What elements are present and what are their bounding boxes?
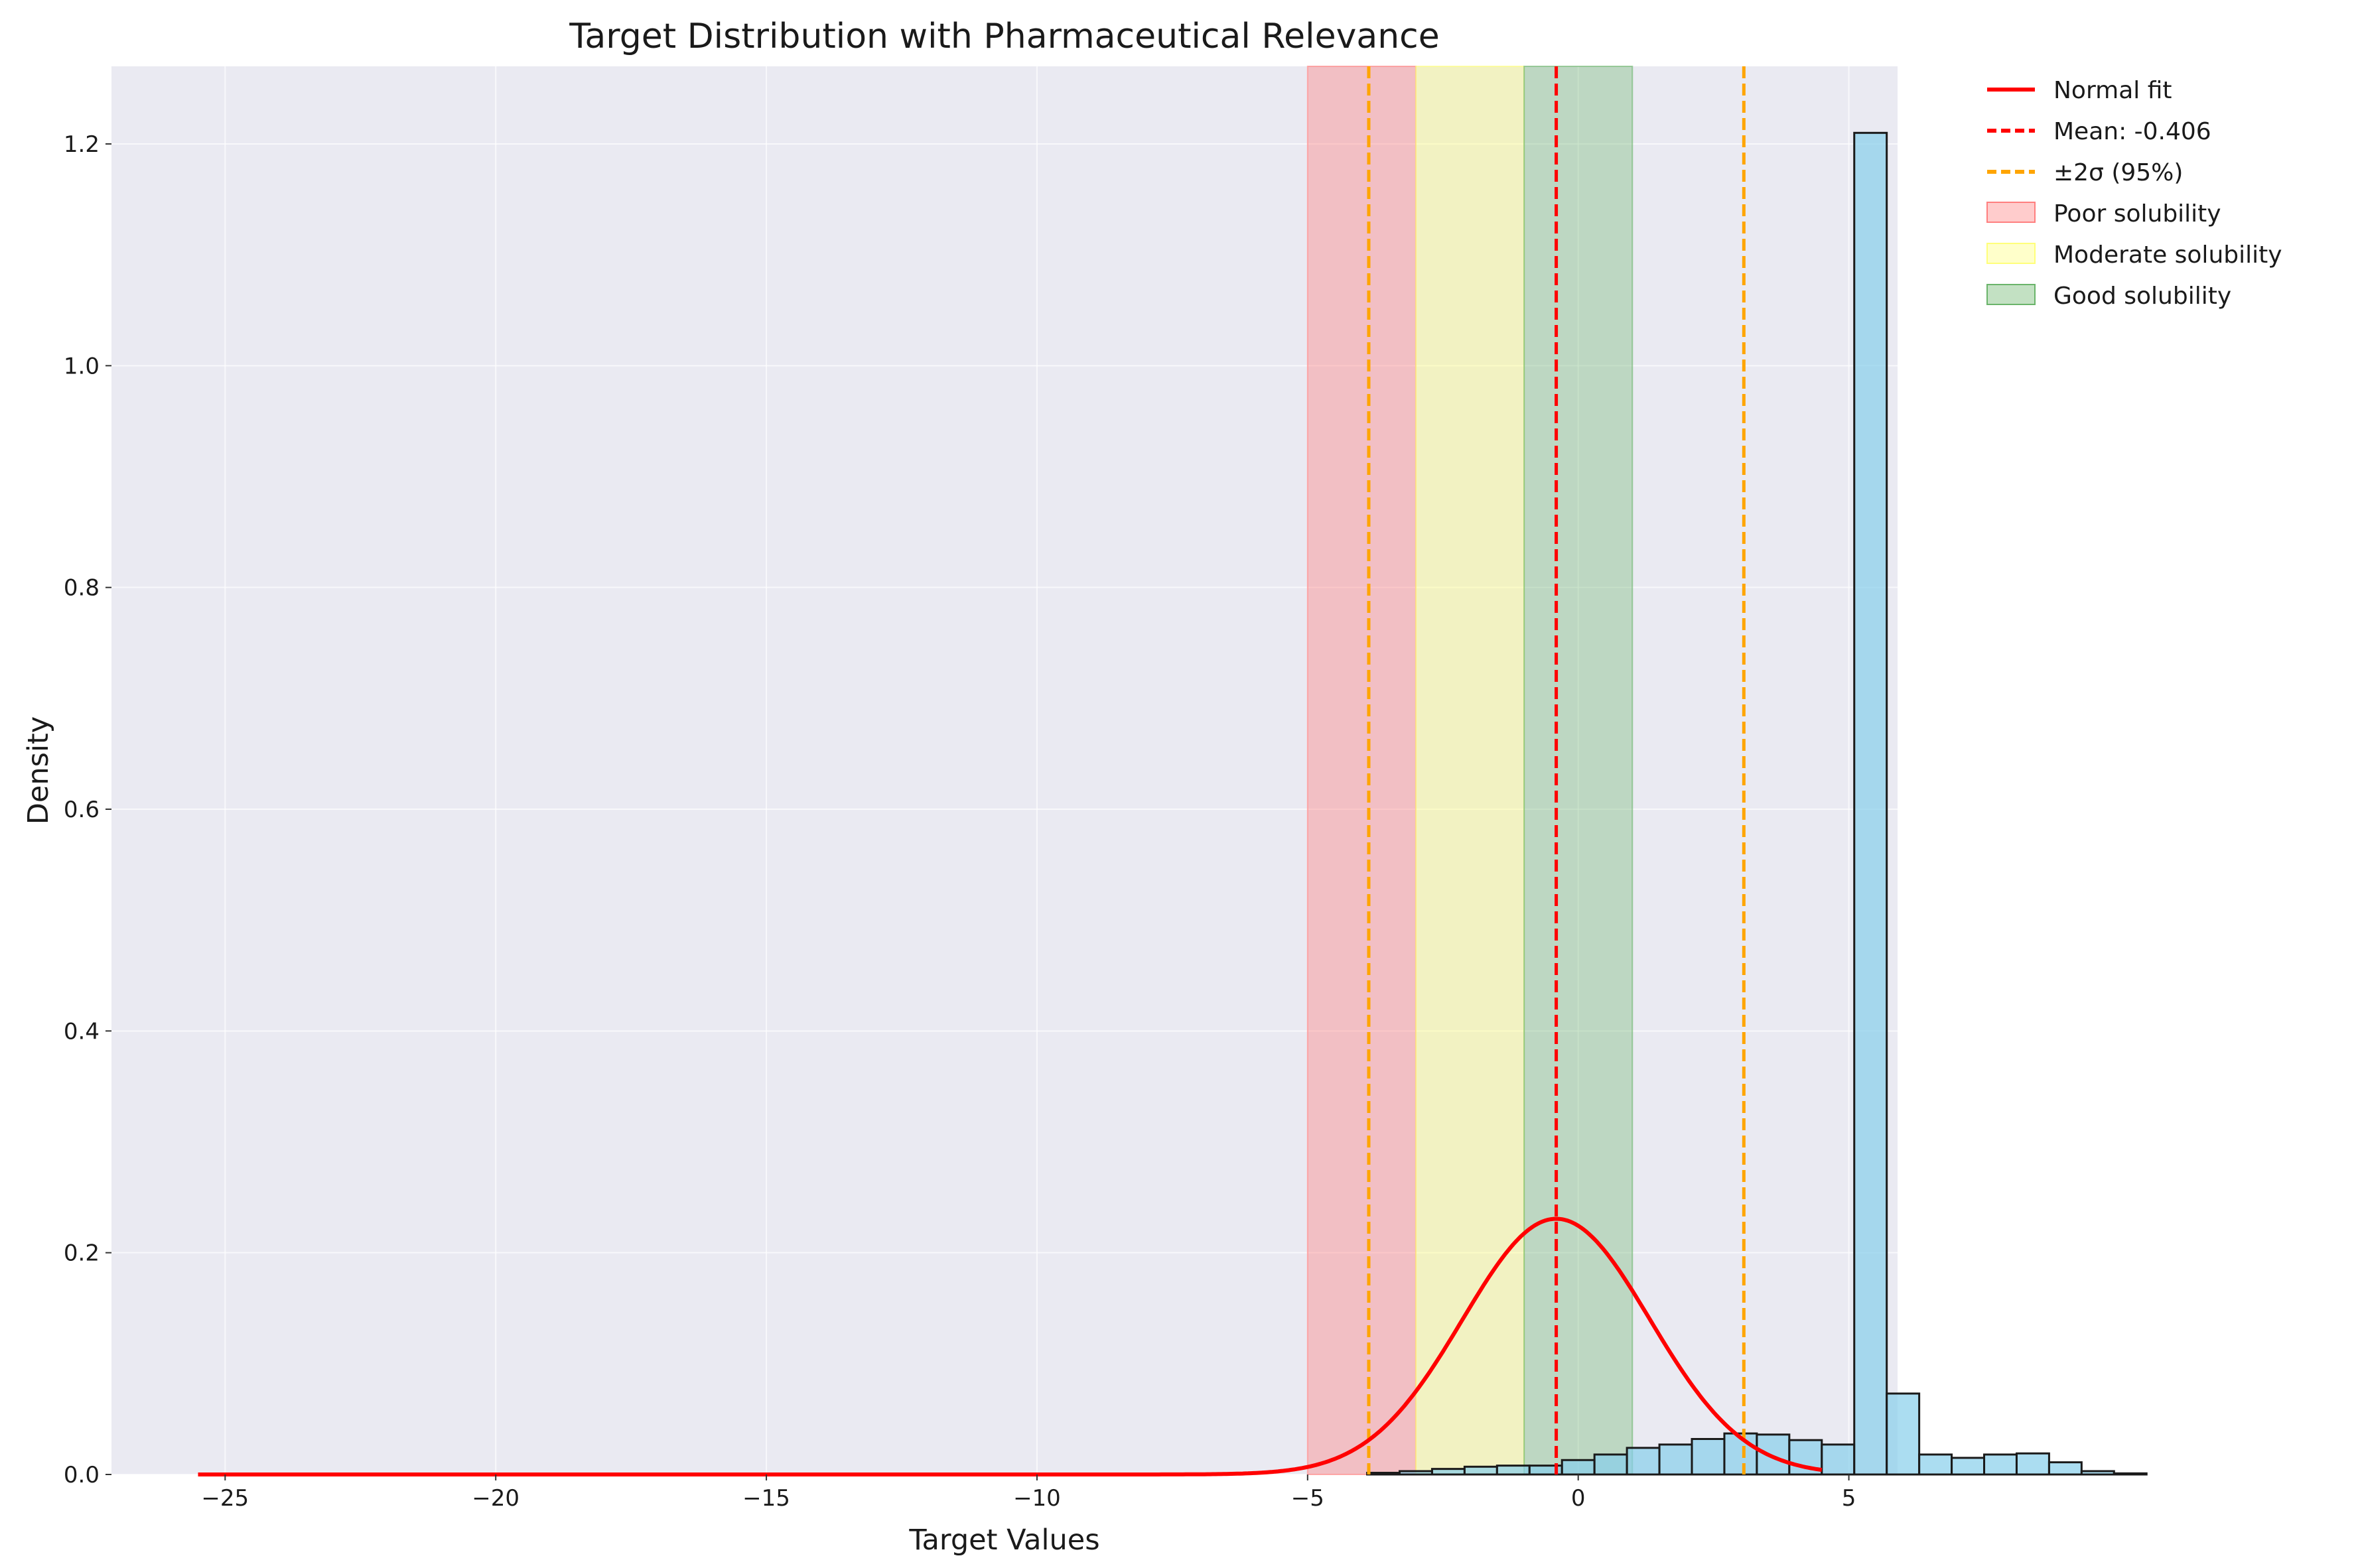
y-tick-label: 0.4 — [64, 1018, 100, 1045]
poor-solubility-band — [1306, 66, 1417, 1475]
histogram-bar — [2015, 1452, 2050, 1476]
axis-ticks: −25 −20 −15 −10 −5 0 5 0.0 0.2 0.4 0.6 0.8 1.0 1.2 — [64, 131, 1856, 1512]
plot-area — [111, 66, 1898, 1474]
histogram-bar — [1821, 1443, 1856, 1476]
y-tick-label: 0.6 — [64, 797, 100, 823]
histogram-bar — [1723, 1432, 1758, 1476]
histogram-bar — [1593, 1453, 1628, 1476]
good-solubility-band — [1523, 66, 1633, 1475]
x-tick-label: 0 — [1571, 1485, 1586, 1512]
solubility-bands — [1306, 66, 1633, 1475]
histogram-bar — [1756, 1433, 1791, 1476]
histogram-bar — [2113, 1472, 2148, 1476]
histogram-bar — [1495, 1465, 1531, 1476]
legend-label-2-95: ±2σ (95%) — [2053, 159, 2183, 186]
histogram-bar — [1430, 1468, 1466, 1476]
histogram-bar — [1886, 1392, 1921, 1476]
legend-swatch-good-solubility — [1986, 284, 2036, 305]
legend-label-mean-0-406: Mean: -0.406 — [2053, 118, 2211, 145]
y-tick-label: 1.0 — [64, 353, 100, 379]
moderate-solubility-band — [1415, 66, 1525, 1475]
legend-label-good-solubility: Good solubility — [2053, 283, 2231, 310]
x-tick-label: −25 — [201, 1485, 249, 1512]
x-tick-label: −20 — [472, 1485, 520, 1512]
chart-title: Target Distribution with Pharmaceutical … — [569, 17, 1440, 56]
y-tick-label: 1.2 — [64, 131, 100, 158]
legend-label-normal-fit: Normal fit — [2053, 77, 2172, 104]
normal-fit-curve — [198, 1216, 1823, 1476]
y-tick-label: 0.8 — [64, 575, 100, 602]
histogram-bar — [1399, 1470, 1433, 1476]
legend-label-poor-solubility: Poor solubility — [2053, 200, 2221, 228]
x-tick-label: −10 — [1013, 1485, 1061, 1512]
legend-swatch-moderate-solubility — [1986, 243, 2036, 264]
y-tick-label: 0.2 — [64, 1240, 100, 1267]
histogram-bar — [1366, 1471, 1401, 1476]
histogram-bar — [1853, 131, 1888, 1476]
histogram-bar — [1626, 1447, 1661, 1476]
histogram-bars — [1366, 131, 2148, 1476]
histogram-bar — [1658, 1443, 1693, 1476]
histogram-bar — [2080, 1470, 2115, 1476]
x-tick-label: −5 — [1291, 1485, 1324, 1512]
histogram-bar — [1951, 1457, 1986, 1476]
legend: Normal fit Mean: -0.406 ±2σ (95%) Poor solu… — [1986, 77, 2282, 310]
histogram-bar — [1561, 1459, 1596, 1476]
histogram-bar — [2048, 1461, 2083, 1476]
x-axis-label: Target Values — [908, 1524, 1099, 1557]
normal-fit — [198, 1216, 1823, 1476]
x-tick-label: 5 — [1842, 1485, 1856, 1512]
histogram-bar — [1691, 1438, 1726, 1476]
x-tick-label: −15 — [742, 1485, 790, 1512]
y-tick-label: 0.0 — [64, 1462, 100, 1488]
legend-label-moderate-solubility: Moderate solubility — [2053, 241, 2282, 269]
histogram-bar — [1918, 1453, 1953, 1476]
y-axis-label: Density — [22, 716, 55, 824]
histogram-bar — [1983, 1453, 2018, 1476]
histogram-bar — [1463, 1465, 1498, 1476]
legend-swatch-poor-solubility — [1986, 202, 2036, 223]
reference-lines — [1367, 66, 1746, 1474]
